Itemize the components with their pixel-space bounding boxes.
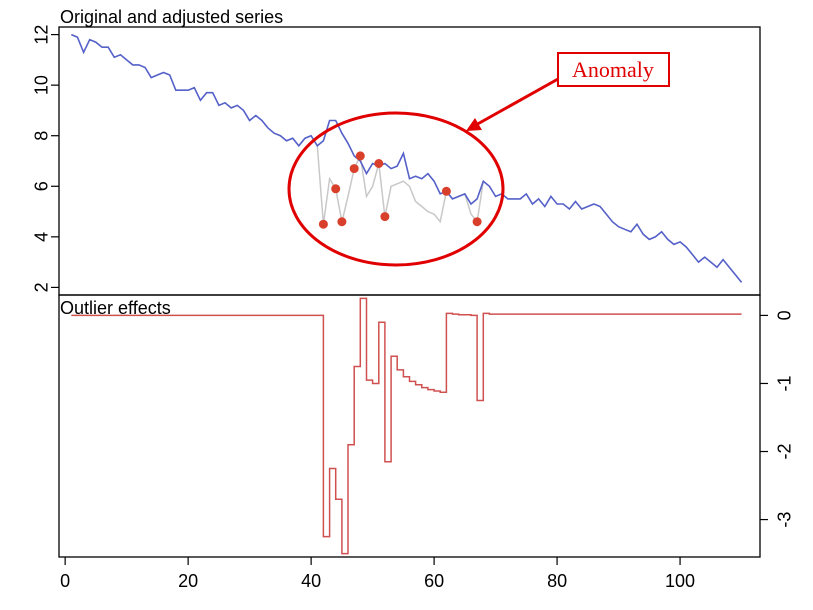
- anomaly-annotation: Anomaly: [287, 52, 670, 267]
- outlier-point: [355, 151, 365, 161]
- anomaly-label-box: [557, 52, 670, 87]
- top-panel: Original and adjusted series 2 4 6 8 10 12 An…: [31, 7, 761, 296]
- x-tick-label: 80: [547, 571, 567, 591]
- outlier-point: [337, 217, 347, 227]
- x-tick-label: 100: [665, 571, 695, 591]
- y-tick-label: -2: [774, 444, 794, 460]
- outlier-point: [441, 186, 451, 196]
- bottom-y-axis-right: 0 -1 -2 -3: [760, 310, 794, 528]
- anomaly-ellipse: [287, 111, 505, 267]
- x-tick-label: 40: [301, 571, 321, 591]
- outlier-point: [380, 212, 390, 222]
- y-tick-label: 2: [31, 282, 51, 292]
- bottom-plot-area: [71, 297, 742, 555]
- y-tick-label: 4: [31, 232, 51, 242]
- original-series-line: [316, 145, 485, 225]
- bottom-plot-frame: [58, 294, 761, 558]
- bottom-panel-title: Outlier effects: [60, 298, 171, 318]
- x-tick-label: 0: [60, 571, 70, 591]
- adjusted-series-line: [70, 33, 743, 283]
- outlier-point: [374, 159, 384, 168]
- y-tick-label: -1: [774, 375, 794, 391]
- y-tick-label: -3: [774, 512, 794, 528]
- outlier-point: [349, 164, 359, 174]
- y-tick-label: 6: [31, 181, 51, 191]
- x-tick-label: 20: [178, 571, 198, 591]
- top-panel-title: Original and adjusted series: [60, 7, 283, 27]
- y-tick-label: 0: [774, 310, 794, 320]
- bottom-panel: Outlier effects 0 -1 -2 -3 0 20 40 60 80 100: [58, 294, 794, 591]
- x-tick-label: 60: [424, 571, 444, 591]
- outlier-point: [331, 184, 341, 194]
- y-tick-label: 10: [31, 75, 51, 95]
- outlier-points: [318, 151, 482, 229]
- anomaly-arrow: [473, 77, 559, 128]
- top-plot-area: [70, 33, 743, 283]
- outlier-point: [318, 219, 328, 229]
- x-axis: 0 20 40 60 80 100: [60, 557, 695, 591]
- outlier-effects-line: [71, 297, 742, 555]
- y-tick-label: 12: [31, 25, 51, 45]
- anomaly-label: Anomaly: [572, 57, 654, 82]
- anomaly-arrowhead: [466, 118, 482, 131]
- top-y-axis: 2 4 6 8 10 12: [31, 25, 59, 292]
- outlier-point: [472, 217, 482, 227]
- y-tick-label: 8: [31, 131, 51, 141]
